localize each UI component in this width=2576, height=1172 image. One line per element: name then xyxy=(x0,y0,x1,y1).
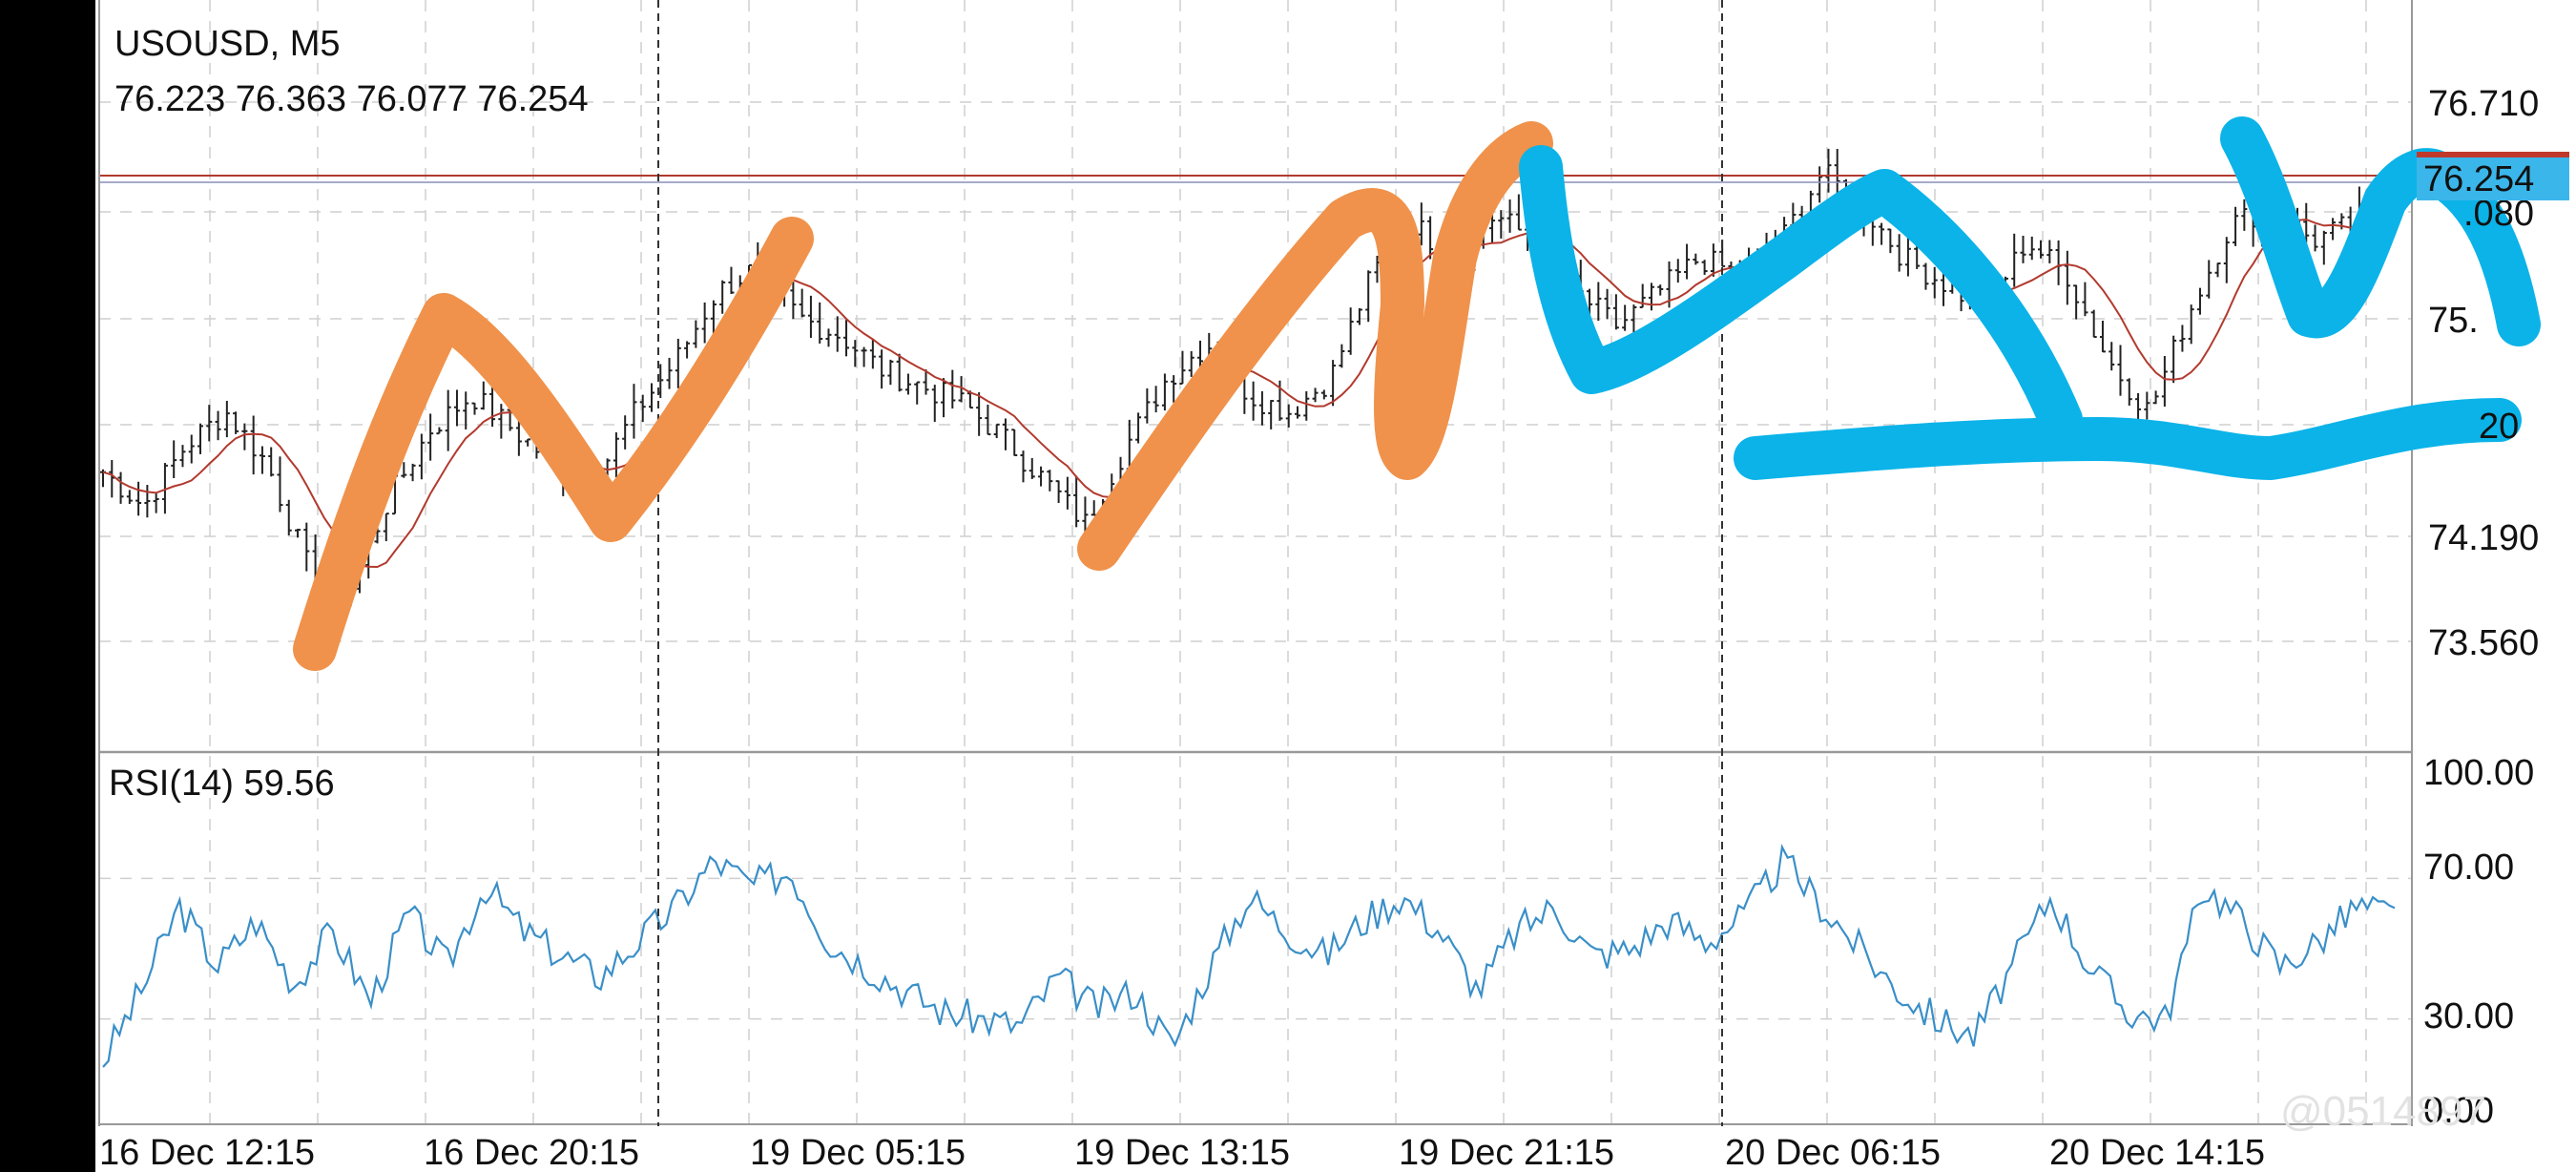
time-label: 20 Dec 06:15 xyxy=(1725,1133,1941,1172)
rsi-tick-label: 30.00 xyxy=(2423,996,2514,1036)
blue-annotation-stroke xyxy=(1519,145,2083,442)
ohlc-readout: 76.223 76.363 76.077 76.254 xyxy=(114,79,589,119)
price-tick-label: 73.560 xyxy=(2428,623,2539,663)
drawn-annotations xyxy=(293,116,2541,671)
time-label: 16 Dec 20:15 xyxy=(424,1133,639,1172)
plot-background xyxy=(99,0,2412,1172)
time-label: 20 Dec 14:15 xyxy=(2049,1133,2265,1172)
left-bar xyxy=(0,0,95,1172)
current-price-label-edge xyxy=(2417,152,2569,157)
rsi-tick-label: 100.00 xyxy=(2423,753,2534,793)
axis-labels: USOUSD, M5 76.223 76.363 76.077 76.254 R… xyxy=(99,24,2569,1172)
time-label: 16 Dec 12:15 xyxy=(99,1133,315,1172)
chart-title: USOUSD, M5 xyxy=(114,24,340,64)
time-label: 19 Dec 13:15 xyxy=(1074,1133,1290,1172)
time-label: 19 Dec 21:15 xyxy=(1399,1133,1614,1172)
rsi-label: RSI(14) 59.56 xyxy=(109,764,335,804)
price-tick-label: 20 xyxy=(2479,407,2519,447)
time-label: 19 Dec 05:15 xyxy=(750,1133,966,1172)
current-price-line xyxy=(99,175,2412,183)
price-tick-label: 76.710 xyxy=(2428,84,2539,124)
rsi-tick-label: 0.00 xyxy=(2423,1091,2494,1131)
orange-annotation-stroke xyxy=(293,217,814,671)
grid xyxy=(99,0,2412,1124)
price-tick-label: 75. xyxy=(2428,301,2479,341)
current-price-label-bg xyxy=(2417,157,2569,200)
price-tick-label: 74.190 xyxy=(2428,518,2539,558)
rsi-tick-label: 70.00 xyxy=(2423,848,2514,888)
rsi-line xyxy=(102,844,2396,1068)
orange-annotation-stroke xyxy=(1077,121,1553,571)
watermark-text: @0514897 xyxy=(2280,1088,2486,1135)
blue-annotation-stroke xyxy=(1734,398,2522,480)
blue-annotation-stroke xyxy=(2220,116,2541,346)
current-price-label: 76.254 xyxy=(2423,159,2534,199)
